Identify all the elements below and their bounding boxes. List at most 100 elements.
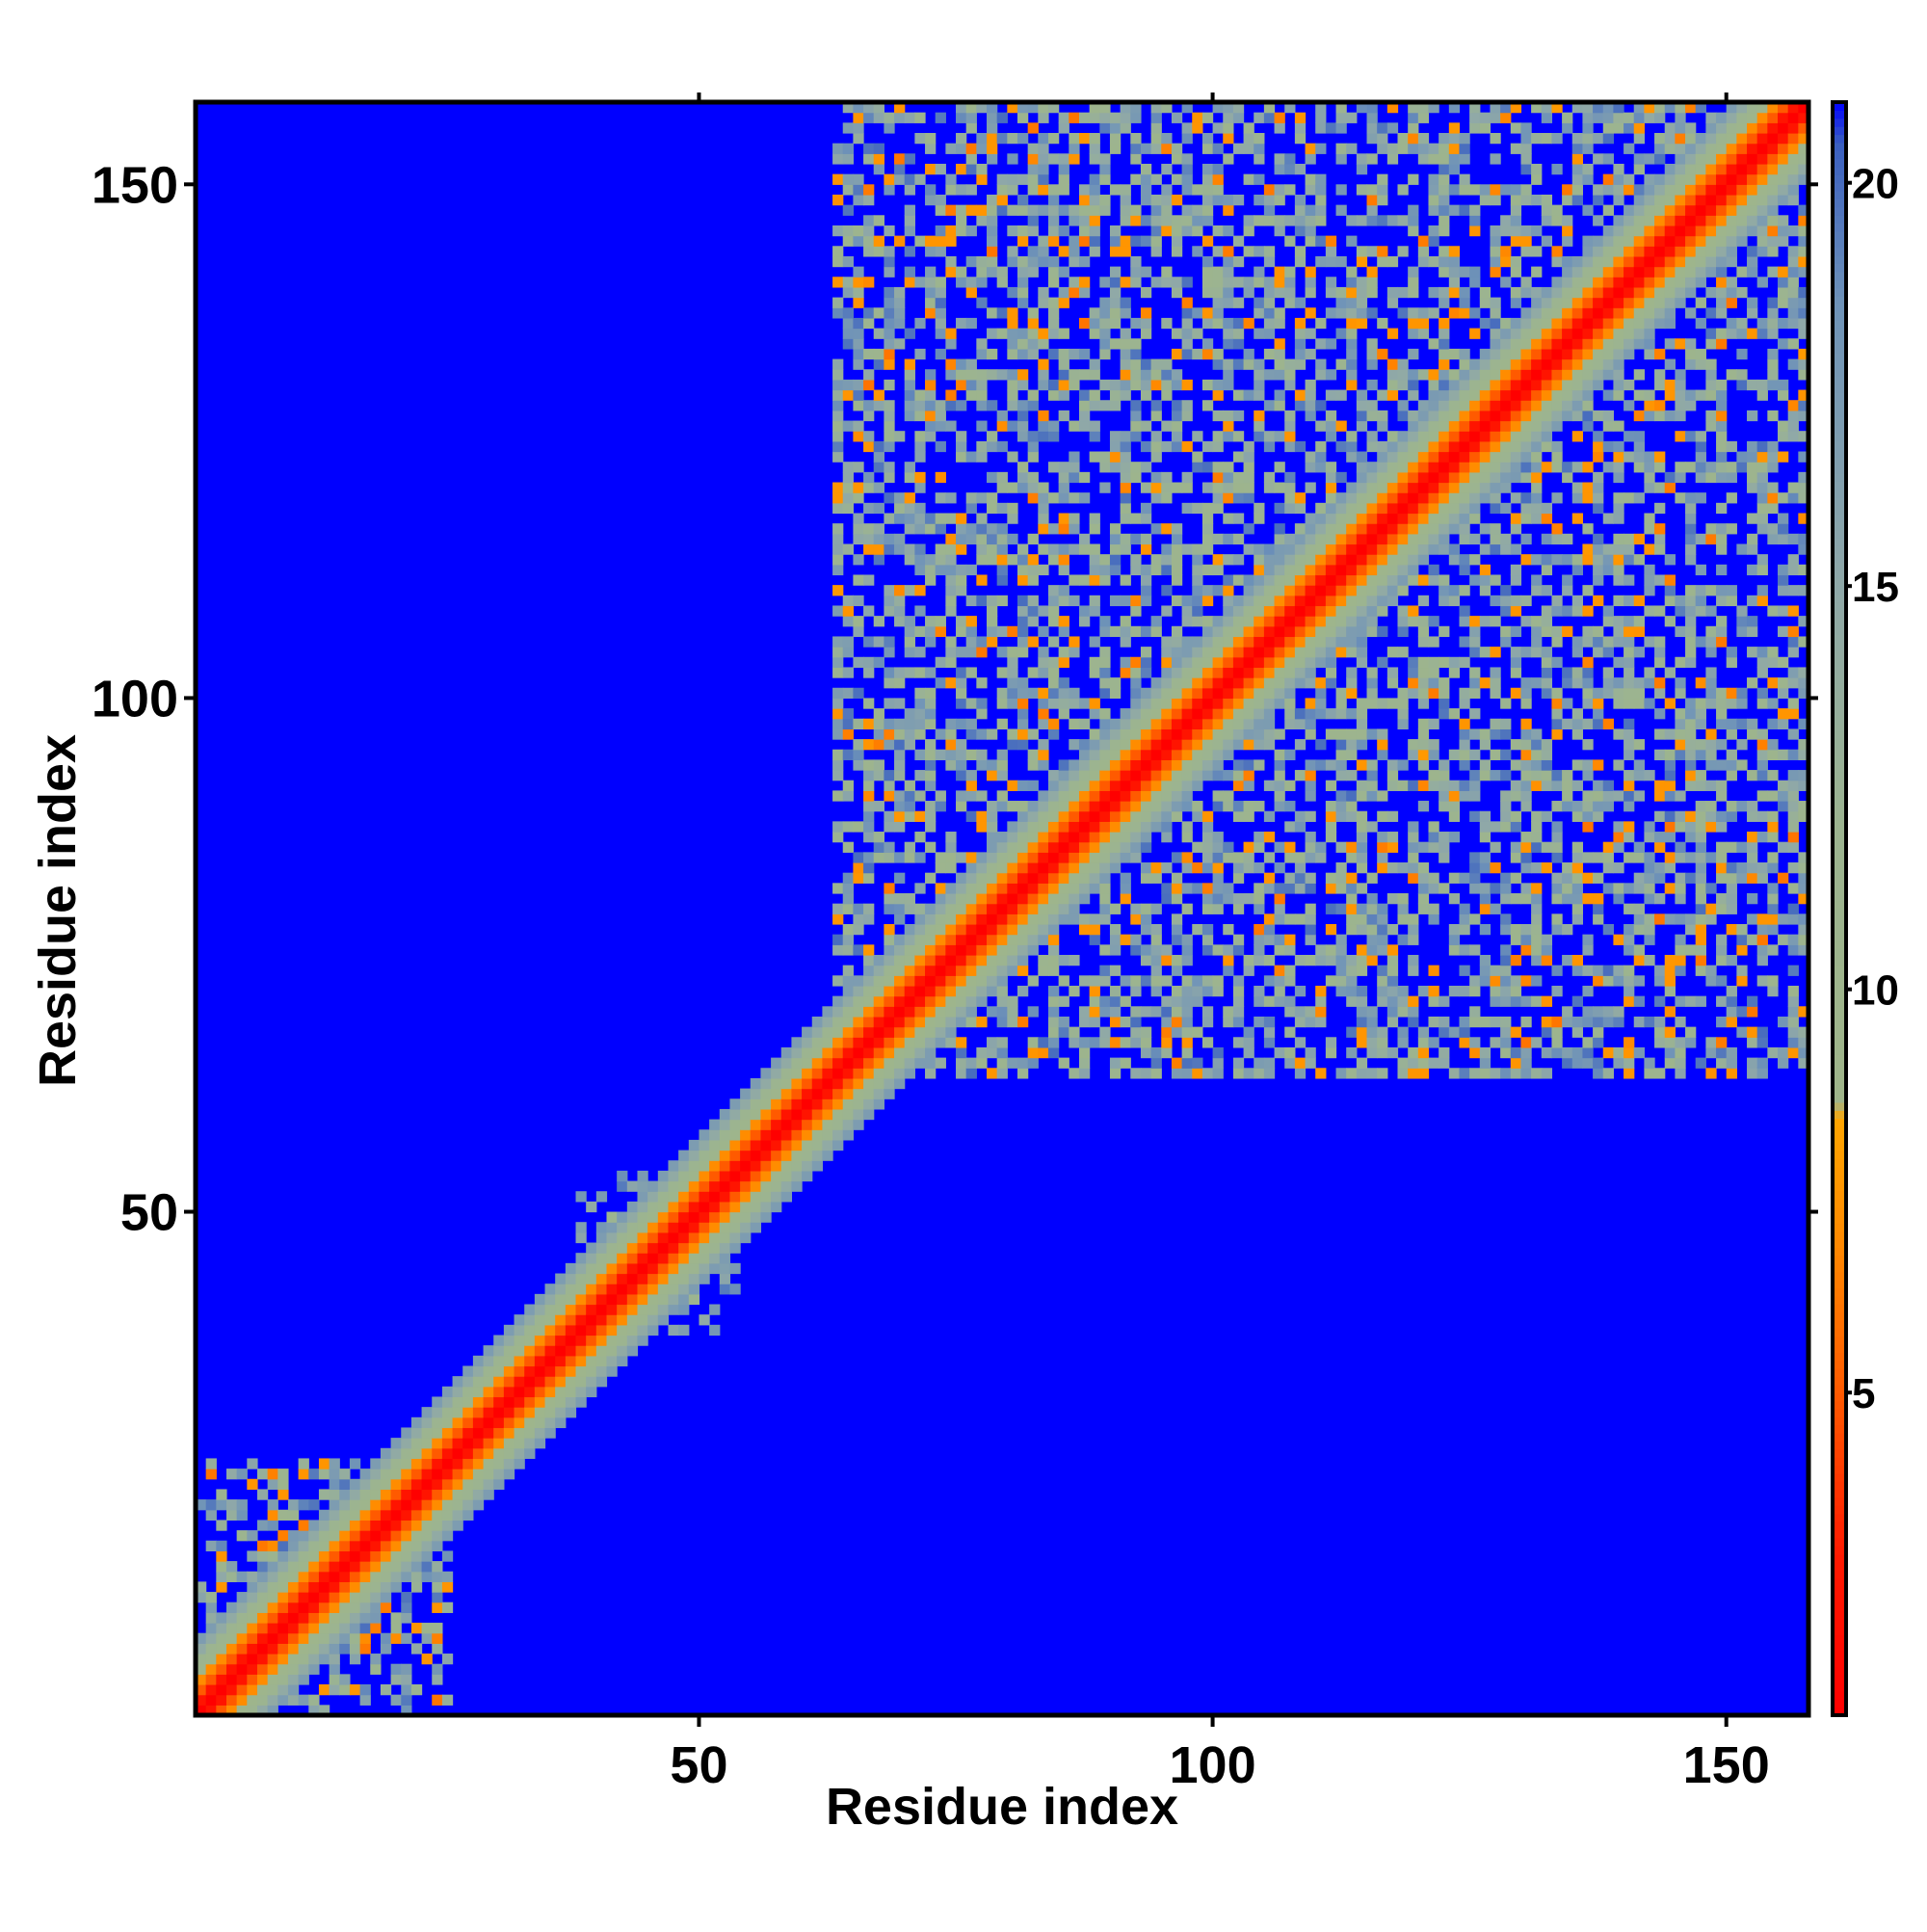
- heatmap-cell: [904, 277, 915, 288]
- heatmap-cell: [267, 1684, 278, 1696]
- heatmap-cell: [432, 1438, 443, 1449]
- heatmap-cell: [359, 1643, 371, 1654]
- heatmap-cell: [1150, 451, 1162, 463]
- heatmap-cell: [1223, 482, 1234, 493]
- heatmap-cell: [1171, 431, 1183, 442]
- heatmap-cell: [904, 903, 915, 914]
- heatmap-cell: [1274, 163, 1285, 175]
- heatmap-cell: [945, 903, 957, 914]
- heatmap-cell: [1223, 923, 1234, 936]
- heatmap-cell: [1315, 759, 1327, 771]
- heatmap-cell: [1294, 543, 1307, 555]
- heatmap-cell: [1366, 102, 1378, 114]
- heatmap-cell: [996, 975, 1008, 987]
- heatmap-cell: [1130, 554, 1142, 566]
- heatmap-cell: [945, 893, 957, 905]
- heatmap-cell: [1408, 965, 1419, 976]
- heatmap-cell: [432, 1396, 443, 1408]
- heatmap-cell: [359, 1612, 371, 1624]
- heatmap-cell: [1047, 995, 1060, 1007]
- heatmap-cell: [729, 1191, 741, 1203]
- heatmap-cell: [1243, 780, 1254, 791]
- heatmap-cell: [1192, 995, 1203, 1007]
- heatmap-cell: [987, 821, 998, 833]
- heatmap-cell: [1294, 810, 1307, 822]
- heatmap-cell: [370, 1499, 382, 1511]
- heatmap-cell: [1386, 759, 1399, 771]
- heatmap-cell: [1386, 379, 1399, 391]
- heatmap-cell: [1201, 533, 1214, 545]
- heatmap-cell: [1150, 132, 1162, 145]
- heatmap-cell: [976, 698, 988, 709]
- heatmap-cell: [832, 143, 844, 154]
- heatmap-cell: [1181, 801, 1193, 812]
- heatmap-cell: [1439, 1057, 1450, 1069]
- heatmap-cell: [626, 1293, 639, 1306]
- heatmap-cell: [1120, 790, 1131, 802]
- heatmap-cell: [1047, 790, 1060, 802]
- heatmap-cell: [709, 1119, 721, 1130]
- heatmap-cell: [842, 872, 854, 884]
- heatmap-cell: [956, 1068, 967, 1079]
- heatmap-cell: [1510, 379, 1522, 391]
- heatmap-cell: [1232, 636, 1245, 648]
- heatmap-cell: [1520, 1016, 1532, 1028]
- heatmap-cell: [1201, 821, 1214, 833]
- heatmap-cell: [1161, 749, 1173, 760]
- heatmap-cell: [925, 770, 937, 781]
- heatmap-cell: [349, 1654, 361, 1665]
- heatmap-cell: [832, 647, 844, 658]
- heatmap-cell: [1490, 112, 1501, 123]
- heatmap-cell: [308, 1623, 320, 1634]
- heatmap-cell: [1192, 708, 1203, 720]
- heatmap-cell: [965, 913, 977, 925]
- heatmap-cell: [1263, 687, 1276, 700]
- heatmap-cell: [1120, 667, 1131, 678]
- heatmap-cell: [668, 1242, 679, 1254]
- heatmap-cell: [1089, 821, 1100, 833]
- heatmap-cell: [1007, 153, 1018, 165]
- heatmap-cell: [1109, 934, 1122, 945]
- heatmap-cell: [1448, 420, 1461, 432]
- heatmap-cell: [1377, 934, 1388, 945]
- heatmap-cell: [1243, 677, 1254, 689]
- heatmap-cell: [853, 749, 864, 760]
- heatmap-cell: [1027, 913, 1039, 925]
- heatmap-cell: [842, 471, 854, 484]
- heatmap-cell: [1171, 482, 1183, 493]
- heatmap-cell: [894, 728, 906, 740]
- heatmap-cell: [1417, 749, 1430, 760]
- heatmap-cell: [1212, 431, 1224, 442]
- heatmap-cell: [1305, 1016, 1316, 1028]
- heatmap-cell: [637, 1262, 648, 1275]
- heatmap-cell: [853, 348, 864, 360]
- heatmap-cell: [1263, 883, 1276, 894]
- heatmap-cell: [298, 1663, 309, 1675]
- heatmap-cell: [1284, 379, 1296, 391]
- heatmap-cell: [514, 1438, 525, 1449]
- heatmap-cell: [1181, 225, 1193, 237]
- heatmap-cell: [740, 1160, 752, 1172]
- heatmap-cell: [1408, 317, 1419, 330]
- heatmap-cell: [678, 1262, 690, 1275]
- heatmap-cell: [1469, 389, 1481, 401]
- heatmap-cell: [1007, 533, 1018, 545]
- heatmap-cell: [514, 1376, 525, 1388]
- heatmap-cell: [1027, 389, 1039, 401]
- heatmap-cell: [1038, 173, 1049, 185]
- heatmap-cell: [595, 1231, 608, 1244]
- heatmap-cell: [339, 1674, 351, 1685]
- heatmap-cell: [410, 1458, 423, 1469]
- heatmap-cell: [1479, 297, 1491, 308]
- heatmap-cell: [1047, 636, 1060, 648]
- heatmap-cell: [904, 780, 915, 791]
- heatmap-cell: [1500, 369, 1512, 381]
- heatmap-cell: [1223, 225, 1234, 237]
- heatmap-cell: [1325, 975, 1337, 987]
- heatmap-cell: [1069, 112, 1080, 123]
- heatmap-cell: [483, 1345, 494, 1357]
- heatmap-cell: [1099, 832, 1111, 843]
- heatmap-cell: [1109, 184, 1122, 196]
- heatmap-cell: [842, 1046, 854, 1059]
- heatmap-cell: [1212, 564, 1224, 576]
